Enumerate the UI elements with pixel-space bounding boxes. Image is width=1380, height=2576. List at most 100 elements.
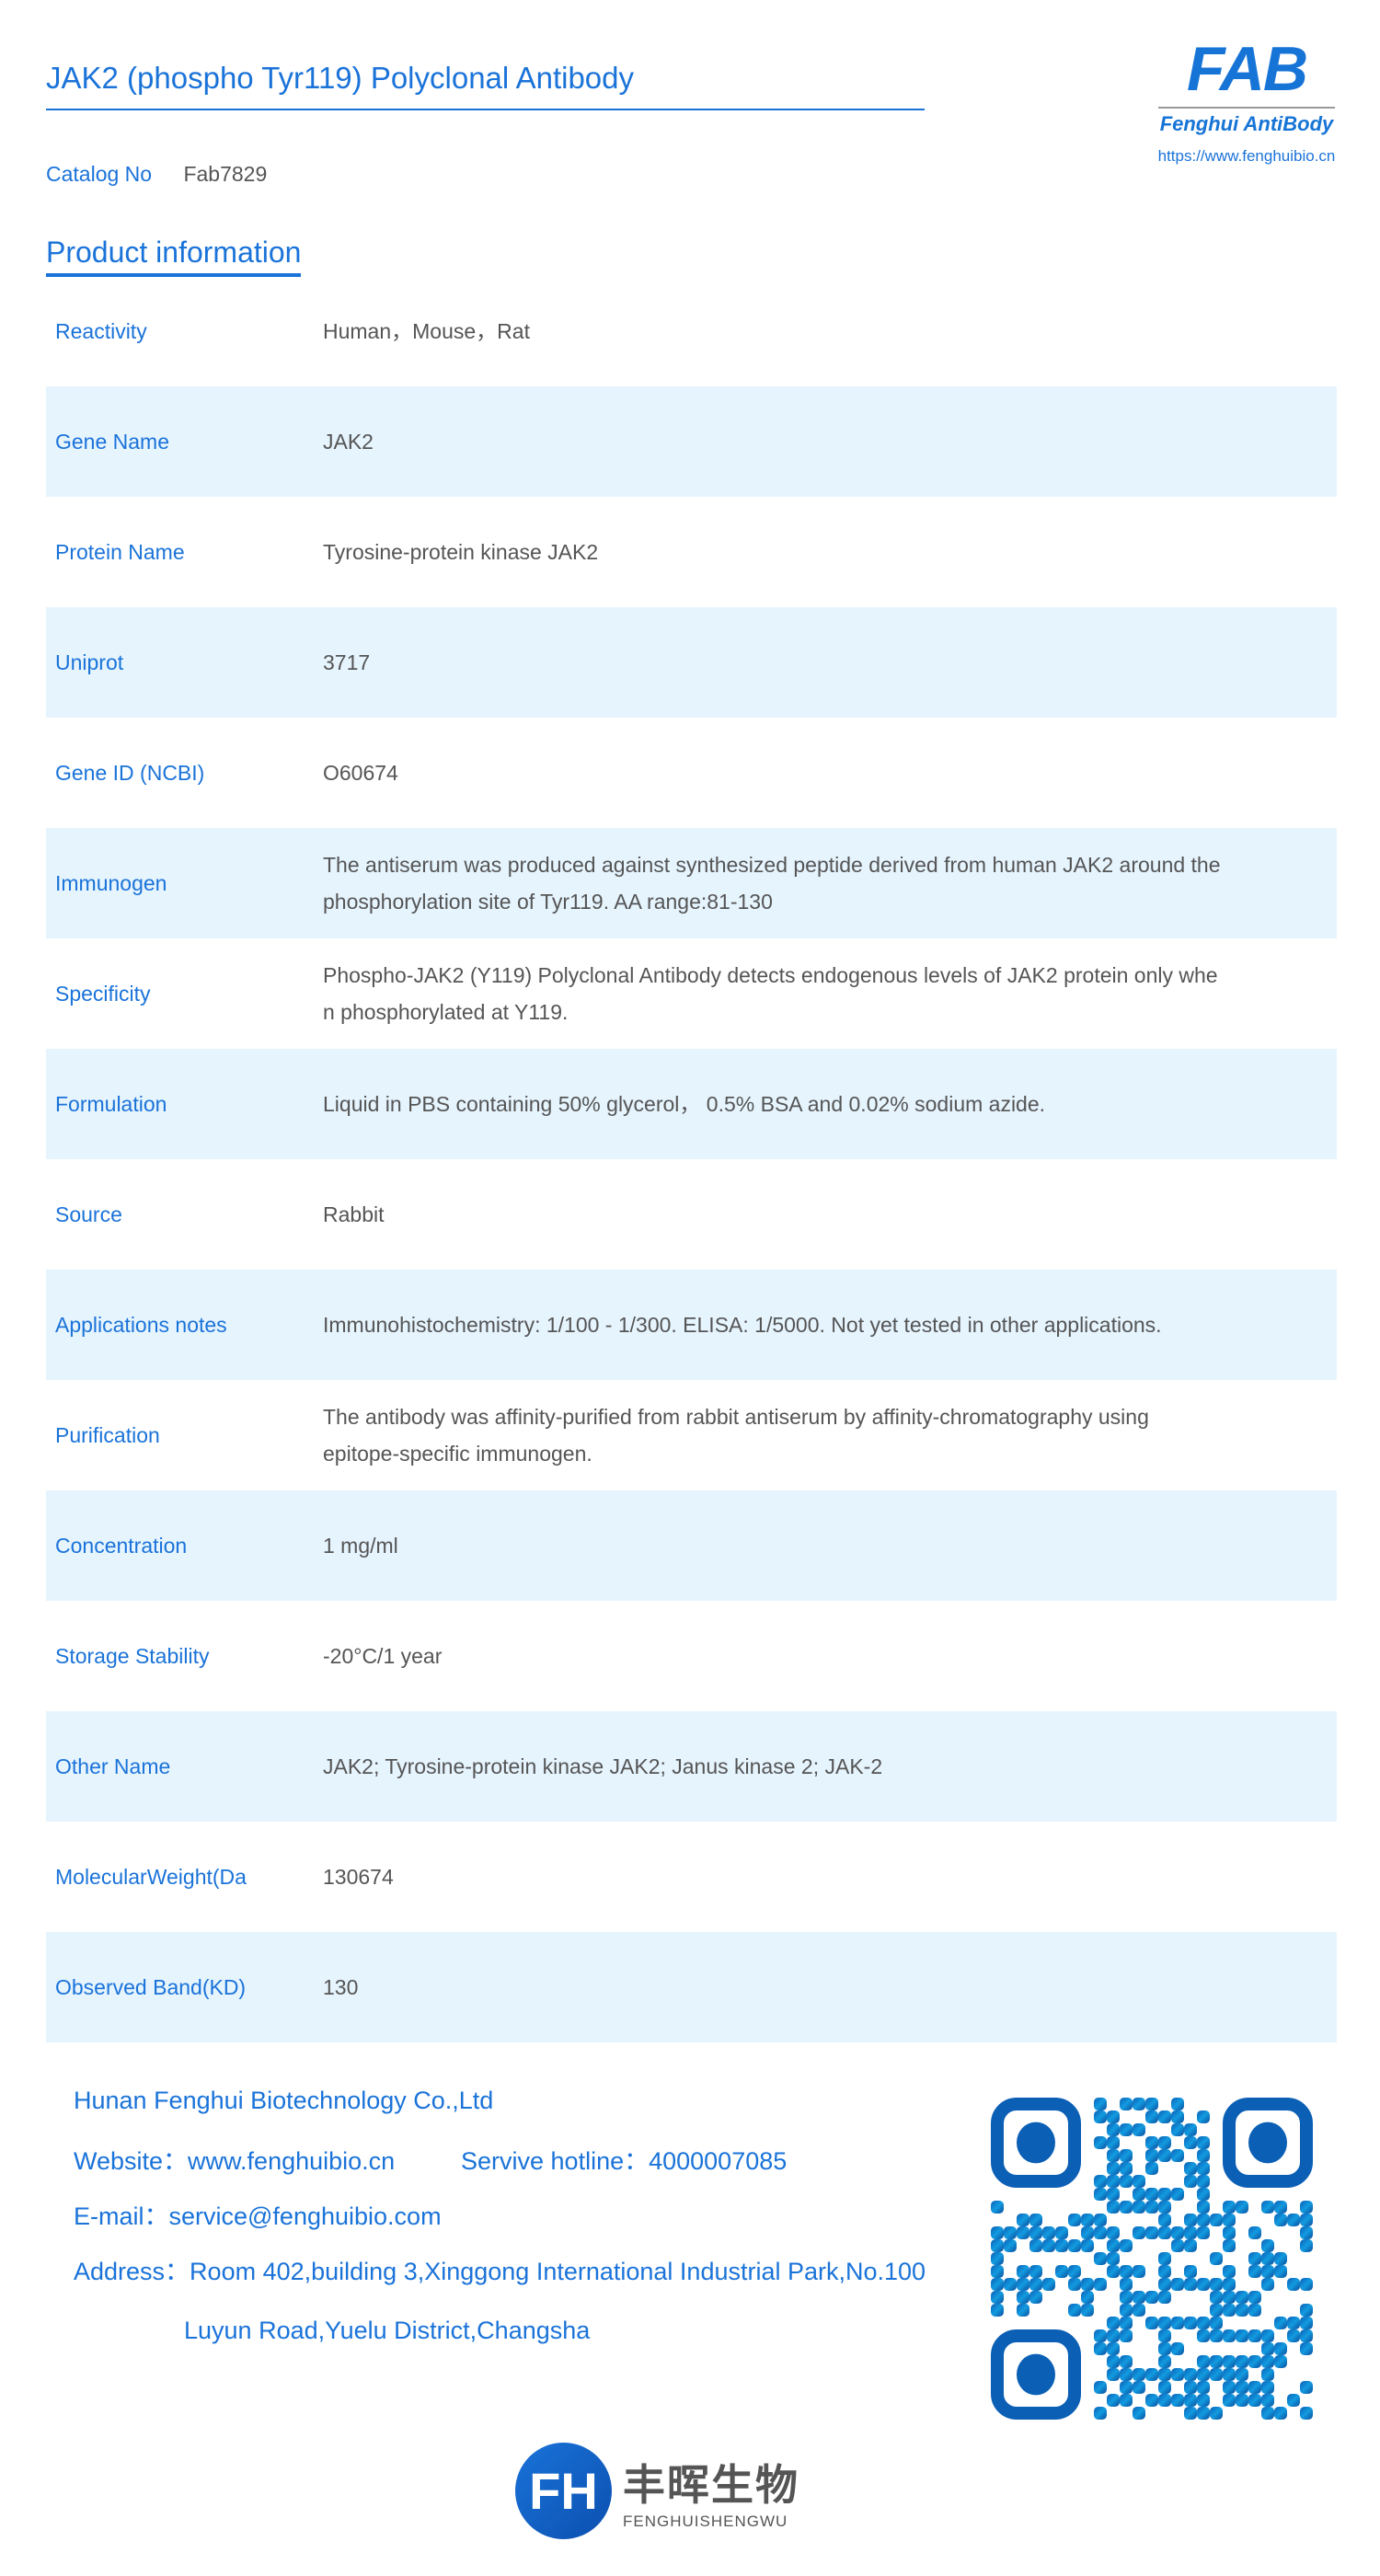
qr-module: [1068, 2304, 1081, 2317]
qr-module: [1068, 2265, 1081, 2278]
qr-module: [1197, 2394, 1210, 2407]
qr-module: [1158, 2149, 1171, 2162]
qr-module: [1145, 2149, 1158, 2162]
company-name: Hunan Fenghui Biotechnology Co.,Ltd: [74, 2087, 494, 2114]
qr-module: [991, 2226, 1004, 2239]
qr-module: [1184, 2175, 1197, 2188]
qr-module: [1300, 2342, 1313, 2355]
qr-module: [1197, 2317, 1210, 2329]
qr-module: [1223, 2304, 1236, 2317]
qr-module: [1171, 2317, 1184, 2329]
qr-module: [1184, 2317, 1197, 2329]
qr-module: [1145, 2110, 1158, 2123]
row-value-line: Tyrosine-protein kinase JAK2: [323, 540, 599, 564]
qr-module: [1094, 2278, 1107, 2291]
title-divider: [46, 109, 925, 110]
qr-module: [1107, 2136, 1120, 2149]
qr-module: [1184, 2394, 1197, 2407]
qr-module: [1133, 2098, 1145, 2110]
qr-module: [1094, 2110, 1107, 2123]
row-label: Immunogen: [55, 870, 167, 895]
qr-module: [1029, 2291, 1042, 2304]
qr-module: [1133, 2175, 1145, 2188]
qr-module: [1171, 2226, 1184, 2239]
row-value: -20°C/1 year: [323, 1638, 1337, 1674]
qr-module: [1055, 2226, 1068, 2239]
qr-module: [1261, 2394, 1274, 2407]
row-value: The antibody was affinity-purified from …: [323, 1398, 1337, 1472]
qr-module: [1300, 2201, 1313, 2214]
qr-module: [1120, 2329, 1133, 2342]
row-value-line: O60674: [323, 761, 398, 785]
qr-module: [1107, 2110, 1120, 2123]
fab-logo: FAB Fenghui AntiBody https://www.fenghui…: [1155, 37, 1339, 166]
row-value-line: The antibody was affinity-purified from …: [323, 1405, 1149, 1429]
product-info-table: Reactivity Human，Mouse，Rat Gene Name JAK2 Pr…: [46, 276, 1337, 2042]
qr-module: [1261, 2407, 1274, 2420]
row-label: Gene ID (NCBI): [55, 760, 205, 785]
qr-module: [1210, 2291, 1223, 2304]
qr-module: [1184, 2265, 1197, 2278]
row-label: Concentration: [55, 1533, 188, 1558]
address-line-1: Address：Room 402,building 3,Xinggong Int…: [74, 2258, 926, 2285]
qr-module: [1094, 2342, 1107, 2355]
qr-module: [1171, 2098, 1184, 2110]
qr-module: [1274, 2265, 1287, 2278]
qr-module: [991, 2278, 1004, 2291]
qr-module: [1261, 2265, 1274, 2278]
qr-module: [1029, 2226, 1042, 2239]
row-label: Other Name: [55, 1754, 171, 1778]
qr-module: [991, 2201, 1004, 2214]
qr-module: [1274, 2214, 1287, 2226]
row-value-line: JAK2; Tyrosine-protein kinase JAK2; Janu…: [323, 1754, 883, 1778]
qr-module: [1107, 2368, 1120, 2381]
website-link[interactable]: https://www.fenghuibio.cn: [1157, 147, 1336, 165]
qr-module: [991, 2252, 1004, 2265]
qr-module: [1223, 2239, 1236, 2252]
qr-module: [1171, 2278, 1184, 2291]
row-label: Reactivity: [55, 318, 147, 343]
logo-pinyin-name: FENGHUISHENGWU: [623, 2512, 788, 2530]
website-text[interactable]: Website：www.fenghuibio.cn: [74, 2147, 396, 2175]
qr-module: [1274, 2342, 1287, 2355]
qr-module: [1248, 2304, 1261, 2317]
row-label: Source: [55, 1202, 122, 1226]
row-value: The antiserum was produced against synth…: [323, 846, 1337, 920]
row-label: Storage Stability: [55, 1643, 210, 1668]
qr-module: [1055, 2239, 1068, 2252]
qr-module: [1158, 2317, 1171, 2329]
qr-module: [1287, 2394, 1300, 2407]
qr-module: [1248, 2291, 1261, 2304]
qr-module: [1223, 2214, 1236, 2226]
qr-module: [991, 2265, 1004, 2278]
qr-module: [1287, 2278, 1300, 2291]
qr-module: [1133, 2226, 1145, 2239]
qr-module: [1223, 2381, 1236, 2394]
qr-finder-pattern: [991, 2098, 1081, 2188]
qr-module: [1197, 2407, 1210, 2420]
qr-module: [1300, 2239, 1313, 2252]
qr-module: [1158, 2226, 1171, 2239]
row-value-line: JAK2: [323, 430, 374, 454]
qr-module: [1223, 2291, 1236, 2304]
qr-module: [1107, 2265, 1120, 2278]
qr-module: [1197, 2226, 1210, 2239]
row-value-line: 3717: [323, 650, 371, 674]
qr-module: [1261, 2252, 1274, 2265]
logo-divider: [1158, 107, 1335, 109]
qr-module: [1120, 2381, 1133, 2394]
qr-module: [1248, 2226, 1261, 2239]
table-row: Immunogen The antiserum was produced agai…: [46, 828, 1337, 938]
row-label: Specificity: [55, 981, 151, 1006]
qr-module: [1274, 2355, 1287, 2368]
qr-module: [1197, 2162, 1210, 2175]
email-text[interactable]: E-mail：service@fenghuibio.com: [74, 2202, 442, 2230]
qr-module: [1171, 2342, 1184, 2355]
qr-module: [1261, 2342, 1274, 2355]
qr-module: [1248, 2265, 1261, 2278]
qr-module: [1107, 2342, 1120, 2355]
qr-module: [1197, 2149, 1210, 2162]
qr-module: [1120, 2291, 1133, 2304]
qr-finder-pattern: [991, 2329, 1081, 2420]
qr-module: [1017, 2226, 1029, 2239]
